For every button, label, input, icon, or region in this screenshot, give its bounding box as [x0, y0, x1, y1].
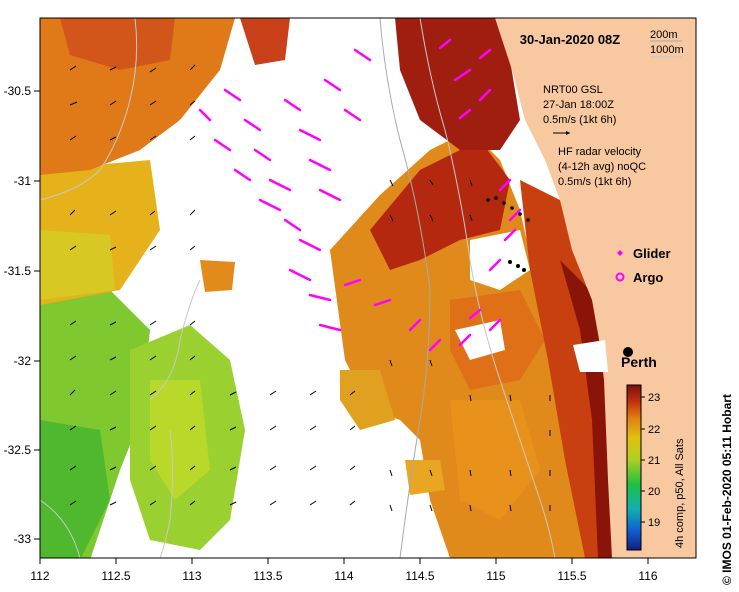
- map-title: 30-Jan-2020 08Z: [520, 32, 621, 47]
- x-tick-label: 113.5: [253, 569, 282, 583]
- gsl-current-arrows: [69, 64, 551, 512]
- x-tick-label: 113: [182, 569, 201, 583]
- y-tick-label: -31.5: [4, 264, 32, 278]
- y-tick-marks: [34, 90, 40, 540]
- depth-contours: [40, 18, 556, 558]
- y-tick-label: -31: [14, 174, 32, 188]
- y-tick-label: -32.5: [4, 443, 32, 457]
- radar-legend: HF radar velocity (4-12h avg) noQC 0.5m/…: [558, 146, 646, 188]
- colorbar-tick: 23: [648, 392, 660, 404]
- x-tick-label: 116: [638, 569, 657, 583]
- perth-marker: Perth: [621, 347, 657, 370]
- gsl-scale-arrow-icon: [553, 131, 570, 135]
- city-label: Perth: [621, 354, 657, 370]
- gsl-legend-line1: NRT00 GSL: [543, 84, 603, 96]
- colorbar-scale: [626, 384, 642, 551]
- glider-marker-icon: [617, 250, 623, 256]
- gsl-legend: NRT00 GSL 27-Jan 18:00Z 0.5m/s (1kt 6h): [543, 84, 616, 135]
- argo-legend-label: Argo: [633, 270, 663, 285]
- x-tick-label: 114: [334, 569, 353, 583]
- argo-marker-icon: [615, 272, 625, 282]
- map-plot-area: [40, 18, 696, 558]
- x-tick-marks: [39, 558, 649, 564]
- hf-radar-velocity-arrows: [198, 38, 522, 352]
- y-tick-label: -33: [14, 532, 32, 546]
- colorbar: 23 22 21 20 19 4h comp, p50, All Sats: [626, 384, 686, 551]
- colorbar-caption: 4h comp, p50, All Sats: [674, 438, 686, 548]
- x-tick-label: 114.5: [405, 569, 434, 583]
- colorbar-tick: 20: [648, 486, 660, 498]
- y-tick-label: -32: [14, 354, 32, 368]
- credit-text: © IMOS 01-Feb-2020 05:11 Hobart: [720, 394, 734, 585]
- plot-frame: [39, 17, 697, 559]
- y-tick-label: -30.5: [4, 84, 32, 98]
- gsl-legend-line2: 27-Jan 18:00Z: [543, 99, 614, 111]
- colorbar-tick: 22: [648, 424, 660, 436]
- radar-legend-line2: (4-12h avg) noQC: [558, 161, 646, 173]
- colorbar-tick: 21: [648, 455, 660, 467]
- x-tick-label: 112: [30, 569, 49, 583]
- x-tick-label: 112.5: [101, 569, 130, 583]
- y-tick-labels: -30.5 -31 -31.5 -32 -32.5 -33: [4, 84, 32, 546]
- colorbar-tick: 19: [648, 517, 660, 529]
- glider-track: [486, 196, 530, 272]
- radar-legend-line3: 0.5m/s (1kt 6h): [558, 176, 631, 188]
- x-tick-label: 115: [486, 569, 505, 583]
- marker-legend: Glider Argo: [615, 246, 671, 285]
- x-tick-labels: 112 112.5 113 113.5 114 114.5 115 115.5 …: [30, 569, 657, 583]
- x-tick-label: 115.5: [557, 569, 586, 583]
- depth-legend: 200m 1000m: [650, 29, 684, 58]
- radar-legend-line1: HF radar velocity: [558, 146, 642, 158]
- gsl-legend-line3: 0.5m/s (1kt 6h): [543, 114, 616, 126]
- city-dot-icon: [623, 347, 633, 357]
- glider-legend-label: Glider: [633, 246, 671, 261]
- depth-1000m-label: 1000m: [650, 44, 684, 56]
- depth-200m-label: 200m: [650, 29, 678, 41]
